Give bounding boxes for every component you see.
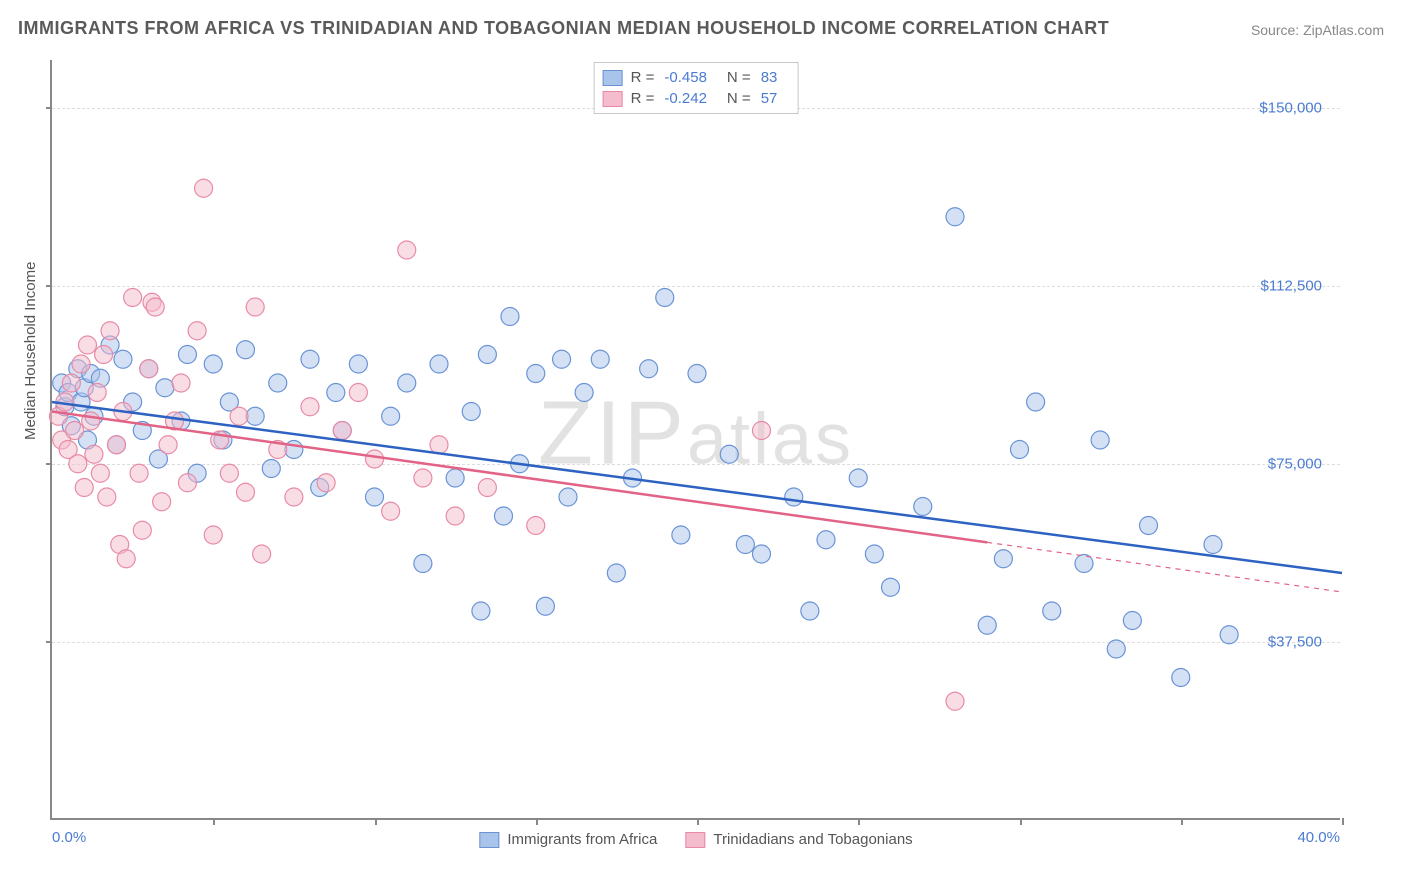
x-tick-mark <box>858 818 860 825</box>
series-name-2: Trinidadians and Tobagonians <box>713 831 912 848</box>
r-value-1: -0.458 <box>664 69 707 86</box>
x-axis-max-label: 40.0% <box>1297 829 1340 846</box>
n-label-1: N = <box>727 69 751 86</box>
x-tick-mark <box>1181 818 1183 825</box>
r-value-2: -0.242 <box>664 90 707 107</box>
legend-row-series-1: R = -0.458 N = 83 <box>603 67 790 88</box>
source-attribution: Source: ZipAtlas.com <box>1251 22 1384 38</box>
chart-plot-area: ZIPatlas $37,500$75,000$112,500$150,000 … <box>50 60 1340 820</box>
x-tick-mark <box>213 818 215 825</box>
n-value-2: 57 <box>761 90 778 107</box>
swatch-bottom-1 <box>479 832 499 848</box>
x-tick-mark <box>375 818 377 825</box>
legend-series-names: Immigrants from Africa Trinidadians and … <box>479 831 912 848</box>
x-tick-mark <box>536 818 538 825</box>
r-label-1: R = <box>631 69 655 86</box>
swatch-bottom-2 <box>685 832 705 848</box>
legend-stats-box: R = -0.458 N = 83 R = -0.242 N = 57 <box>594 62 799 114</box>
x-tick-mark <box>697 818 699 825</box>
legend-item-2: Trinidadians and Tobagonians <box>685 831 912 848</box>
x-tick-mark <box>1342 818 1344 825</box>
swatch-series-2 <box>603 91 623 107</box>
legend-row-series-2: R = -0.242 N = 57 <box>603 88 790 109</box>
scatter-plot-svg <box>52 60 1340 818</box>
x-tick-mark <box>1020 818 1022 825</box>
y-axis-label: Median Household Income <box>22 262 39 440</box>
chart-title: IMMIGRANTS FROM AFRICA VS TRINIDADIAN AN… <box>18 18 1109 39</box>
n-label-2: N = <box>727 90 751 107</box>
r-label-2: R = <box>631 90 655 107</box>
legend-item-1: Immigrants from Africa <box>479 831 657 848</box>
series-name-1: Immigrants from Africa <box>507 831 657 848</box>
x-axis-min-label: 0.0% <box>52 829 86 846</box>
swatch-series-1 <box>603 70 623 86</box>
n-value-1: 83 <box>761 69 778 86</box>
